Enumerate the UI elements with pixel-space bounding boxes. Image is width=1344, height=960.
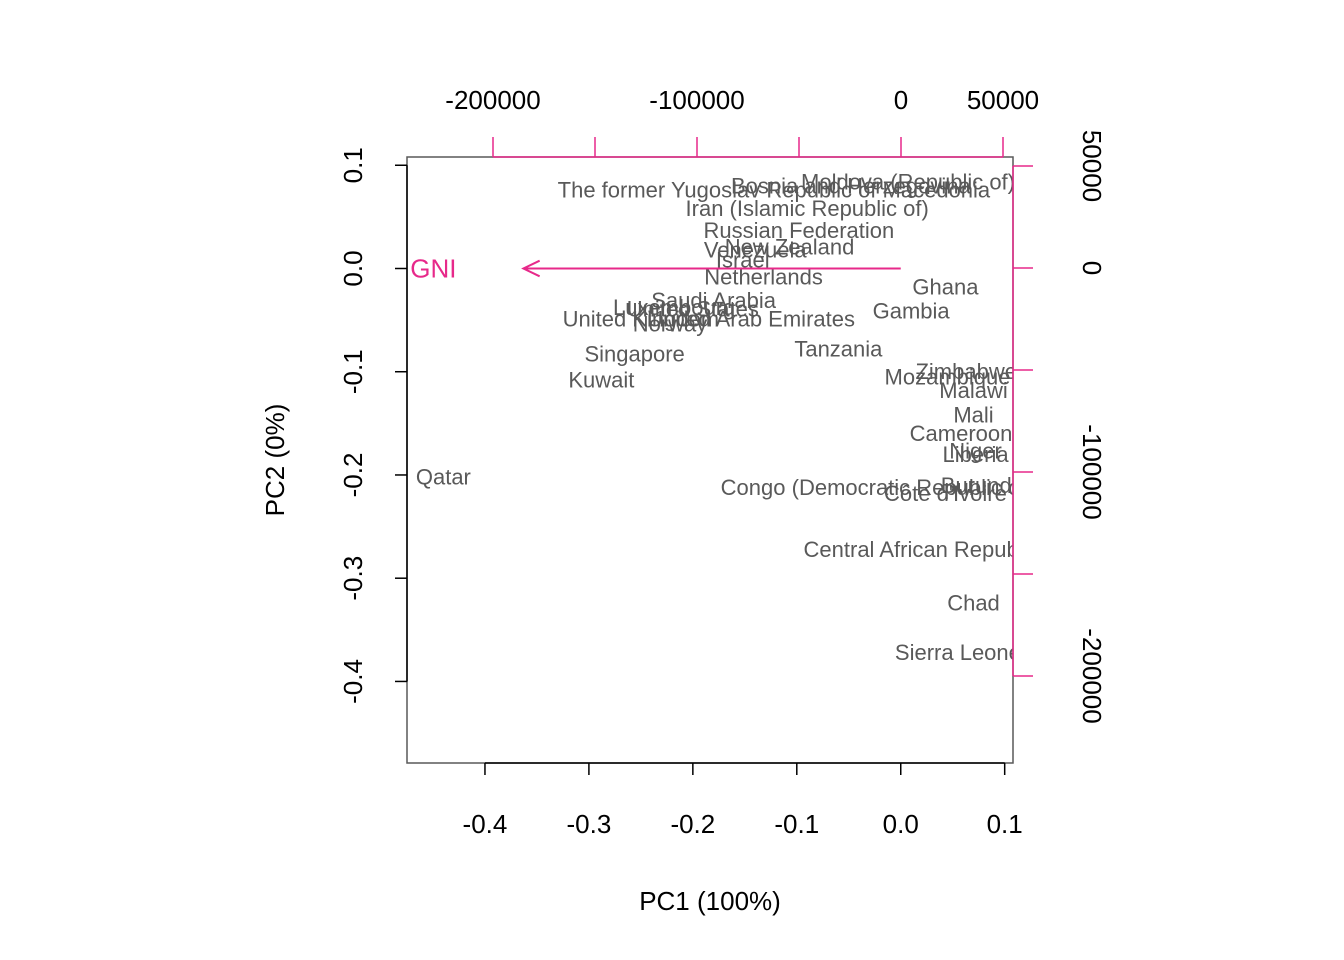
x-axis-title: PC1 (100%) [639, 886, 781, 916]
observation-label: Mali [953, 403, 993, 428]
top-tick-label: 0 [894, 85, 908, 115]
observation-label: Qatar [416, 465, 471, 490]
x-tick-label: 0.1 [987, 809, 1023, 839]
right-tick-label: 0 [1077, 261, 1107, 275]
observation-label: Central African Republic [804, 537, 1040, 562]
x-tick-label: -0.4 [463, 809, 508, 839]
top-tick-label: -200000 [445, 85, 540, 115]
y-tick-label: -0.3 [338, 556, 368, 601]
observation-label: Iran (Islamic Republic of) [686, 196, 929, 221]
observation-label: Cameroon [910, 421, 1013, 446]
observation-label: Côte d'Ivoire [884, 481, 1007, 506]
variable-label: GNI [410, 253, 456, 283]
x-tick-label: 0.0 [883, 809, 919, 839]
x-tick-label: -0.2 [670, 809, 715, 839]
top-tick-label: 50000 [967, 85, 1039, 115]
observation-label: Congo (Democratic Republic of the) [721, 475, 1071, 500]
right-tick-label: 50000 [1077, 130, 1107, 202]
observation-label: Burundi [941, 473, 1017, 498]
observation-label: Chad [947, 590, 1000, 615]
observation-label: Russian Federation [703, 218, 894, 243]
observation-label: Norway [633, 312, 708, 337]
observation-label: Singapore [584, 342, 684, 367]
observation-label: United States [627, 296, 759, 321]
observation-label: Venezuela [704, 237, 808, 262]
observation-label: Moldova (Republic of) [801, 169, 1015, 194]
y-axis-title: PC2 (0%) [260, 404, 290, 517]
observation-label: Ghana [912, 275, 979, 300]
variable-scale-right-axis: 50000 0 -100000 -200000 [1012, 130, 1107, 724]
observation-label: Gambia [873, 298, 951, 323]
observation-label: Niger [949, 439, 1002, 464]
observation-label: The former Yugoslav Republic of Macedoni… [558, 178, 991, 203]
pc1-axis: -0.4 -0.3 -0.2 -0.1 0.0 0.1 [463, 762, 1023, 839]
x-tick-label: -0.3 [566, 809, 611, 839]
observation-label: Liberia [943, 442, 1010, 467]
observation-label: New Zealand [725, 234, 855, 259]
variable-scale-top-axis: -200000 -100000 0 50000 [445, 85, 1039, 158]
observation-label: Tanzania [794, 337, 883, 362]
y-tick-label: -0.1 [338, 349, 368, 394]
variable-loadings: GNI [410, 253, 901, 283]
right-tick-label: -100000 [1077, 424, 1107, 519]
y-tick-label: -0.2 [338, 453, 368, 498]
pc2-axis: -0.4 -0.3 -0.2 -0.1 0.0 0.1 [338, 147, 408, 704]
observation-label: United Kingdom [563, 307, 720, 332]
observation-label: Malawi [939, 378, 1007, 403]
observation-label: Luxembourg [613, 295, 735, 320]
observation-label: Zimbabwe [915, 359, 1016, 384]
y-tick-label: -0.4 [338, 659, 368, 704]
y-tick-label: 0.0 [338, 250, 368, 286]
observation-label: United Arab Emirates [647, 307, 855, 332]
top-tick-label: -100000 [649, 85, 744, 115]
y-tick-label: 0.1 [338, 147, 368, 183]
observation-label: Sierra Leone [895, 640, 1021, 665]
loading-arrowhead [521, 259, 541, 278]
observation-label: Bosnia and Herzegovina [731, 173, 971, 198]
x-tick-label: -0.1 [774, 809, 819, 839]
observation-label: Saudi Arabia [651, 288, 777, 313]
observation-label: Mozambique [885, 364, 1011, 389]
observation-label: Kuwait [568, 367, 634, 392]
right-tick-label: -200000 [1077, 628, 1107, 723]
